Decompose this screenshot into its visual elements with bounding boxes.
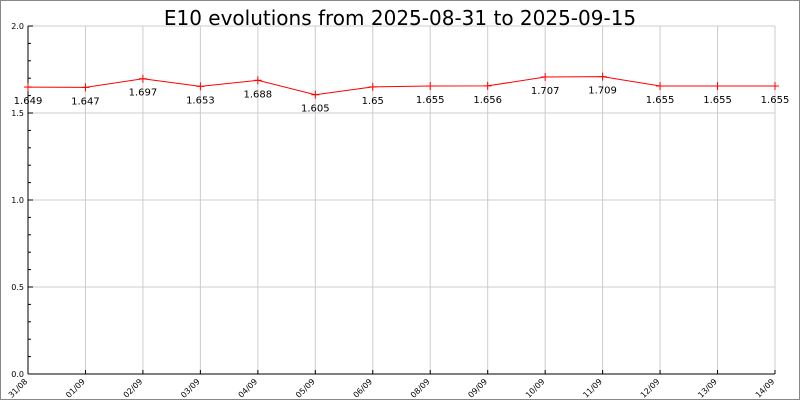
y-tick-label: 1.0 <box>11 196 24 205</box>
data-label: 1.655 <box>761 95 790 106</box>
data-label: 1.707 <box>531 86 560 97</box>
data-label: 1.655 <box>646 95 675 106</box>
data-point <box>598 72 607 81</box>
data-point <box>368 82 377 91</box>
data-point <box>426 82 435 91</box>
data-point <box>771 82 779 91</box>
y-tick-label: 1.5 <box>11 109 24 118</box>
y-tick-label: 2.0 <box>11 22 24 31</box>
data-point <box>253 76 262 85</box>
data-label: 1.65 <box>362 96 384 107</box>
data-label: 1.605 <box>301 104 330 115</box>
y-axis-ticks: 0.0 0.5 1.0 1.5 2.0 <box>11 22 24 379</box>
data-label: 1.653 <box>186 95 215 106</box>
data-point <box>541 72 550 81</box>
data-point <box>713 82 722 91</box>
data-point <box>81 83 90 92</box>
data-label: 1.697 <box>129 88 158 99</box>
data-point <box>24 83 32 92</box>
data-label: 1.656 <box>473 95 502 106</box>
data-point <box>483 81 492 90</box>
data-point <box>656 82 665 91</box>
data-label: 1.649 <box>14 96 43 107</box>
data-label: 1.647 <box>71 96 100 107</box>
data-label: 1.688 <box>244 89 273 100</box>
data-label: 1.655 <box>703 95 732 106</box>
series-line <box>27 76 775 96</box>
y-tick-label: 0.5 <box>11 283 24 292</box>
data-label: 1.709 <box>588 86 617 97</box>
data-point <box>311 90 320 99</box>
y-tick-label: 0.0 <box>11 370 24 379</box>
data-point <box>196 82 205 91</box>
data-labels: 1.649 1.647 1.697 1.653 1.688 1.605 1.65 1.655 1… <box>14 86 790 115</box>
series-layer <box>24 72 779 99</box>
data-label: 1.655 <box>416 95 445 106</box>
data-point <box>138 74 147 83</box>
